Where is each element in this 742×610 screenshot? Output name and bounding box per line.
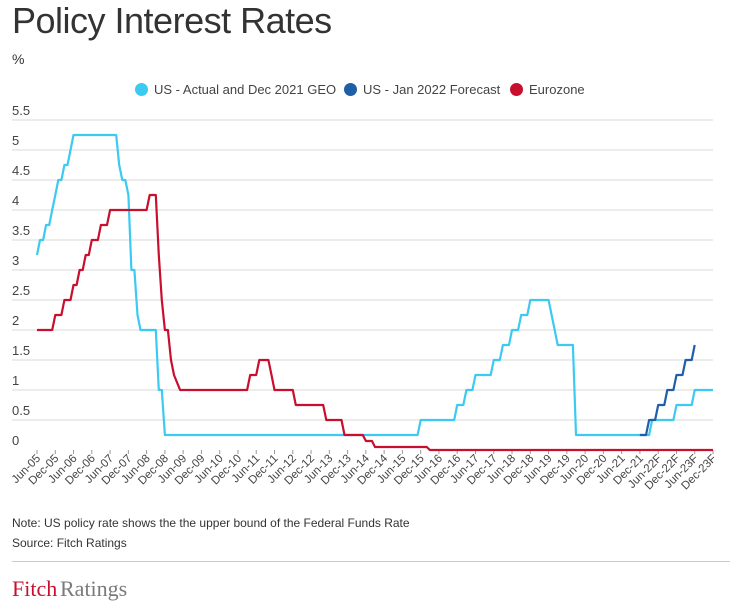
y-tick-label: 4.5 <box>12 163 30 178</box>
y-tick-label: 1.5 <box>12 343 30 358</box>
legend-item-us-forecast: US - Jan 2022 Forecast <box>344 82 500 97</box>
series-line-us-forecast <box>639 344 696 437</box>
svg-text:Ratings: Ratings <box>60 576 127 601</box>
y-tick-label: 2 <box>12 313 19 328</box>
legend-marker-us-forecast <box>344 83 357 96</box>
chart-title: Policy Interest Rates <box>12 0 332 41</box>
series-lines <box>35 133 713 452</box>
legend-marker-eurozone <box>510 83 523 96</box>
legend-marker-us-actual <box>135 83 148 96</box>
y-unit-label: % <box>12 51 25 67</box>
series-line-eurozone <box>37 193 713 452</box>
y-tick-label: 5.5 <box>12 103 30 118</box>
fitch-ratings-logo-mark: Fitch Ratings <box>12 576 127 601</box>
y-tick-label: 1 <box>12 373 19 388</box>
series-line-us-actual <box>35 133 713 437</box>
chart-note: Note: US policy rate shows the the upper… <box>12 516 410 530</box>
chart-legend: US - Actual and Dec 2021 GEO US - Jan 20… <box>0 82 742 102</box>
y-tick-label: 2.5 <box>12 283 30 298</box>
y-axis-ticks: 5.5 5 4.5 4 3.5 3 2.5 2 1.5 1 0.5 0 <box>12 103 30 448</box>
chart-source: Source: Fitch Ratings <box>12 536 127 550</box>
y-tick-label: 4 <box>12 193 19 208</box>
line-chart: 5.5 5 4.5 4 3.5 3 2.5 2 1.5 1 0.5 0 Jun-05Dec-05Jun… <box>10 103 719 492</box>
legend-label-us-forecast: US - Jan 2022 Forecast <box>363 82 501 97</box>
footer-divider <box>12 561 730 562</box>
legend-label-eurozone: Eurozone <box>529 82 585 97</box>
gridlines <box>12 119 713 421</box>
legend-item-eurozone: Eurozone <box>510 82 585 97</box>
y-tick-label: 3.5 <box>12 223 30 238</box>
legend-item-us-actual: US - Actual and Dec 2021 GEO <box>135 82 336 97</box>
y-tick-label: 3 <box>12 253 19 268</box>
y-tick-label: 0.5 <box>12 403 30 418</box>
x-axis-ticks: Jun-05Dec-05Jun-06Dec-06Jun-07Dec-07Jun-… <box>10 450 719 492</box>
y-tick-label: 5 <box>12 133 19 148</box>
svg-text:Fitch: Fitch <box>12 576 57 601</box>
fitch-ratings-logo: Fitch Ratings <box>12 574 152 610</box>
y-tick-label: 0 <box>12 433 19 448</box>
legend-label-us-actual: US - Actual and Dec 2021 GEO <box>154 82 337 97</box>
